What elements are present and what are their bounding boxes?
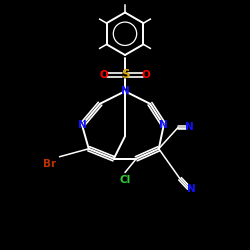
Text: Br: Br — [44, 159, 57, 169]
Text: Cl: Cl — [120, 175, 130, 185]
Text: N: N — [187, 184, 196, 194]
Text: N: N — [120, 86, 130, 96]
Text: O: O — [142, 70, 150, 80]
Text: N: N — [78, 120, 86, 130]
Text: N: N — [185, 122, 194, 132]
Text: S: S — [121, 68, 129, 82]
Text: N: N — [160, 120, 168, 130]
Text: O: O — [100, 70, 108, 80]
